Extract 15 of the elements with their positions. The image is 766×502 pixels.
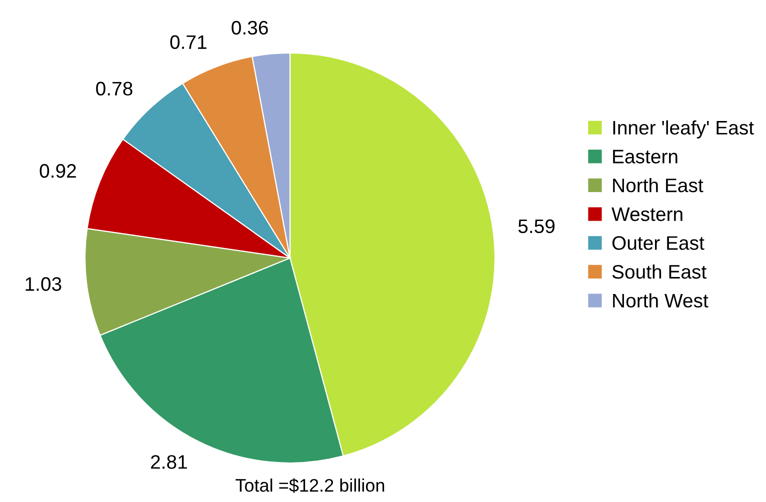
legend-label: North East: [613, 178, 704, 192]
data-label: 1.03: [26, 277, 62, 291]
legend-label: North West: [613, 293, 708, 308]
legend-label: Inner 'leafy' East: [613, 120, 754, 138]
data-label: 2.81: [151, 455, 187, 469]
data-label: 0.36: [232, 20, 268, 35]
legend-label: South East: [612, 264, 706, 279]
data-label: 0.92: [40, 164, 76, 178]
data-label: 0.78: [96, 82, 132, 96]
legend-label: Eastern: [613, 150, 678, 164]
data-label: 0.71: [170, 35, 206, 50]
text: Total =$12.2 billion: [236, 478, 384, 493]
data-label: 5.59: [518, 219, 555, 234]
legend-label: Western: [612, 208, 682, 222]
legend-label: Outer East: [612, 236, 704, 250]
